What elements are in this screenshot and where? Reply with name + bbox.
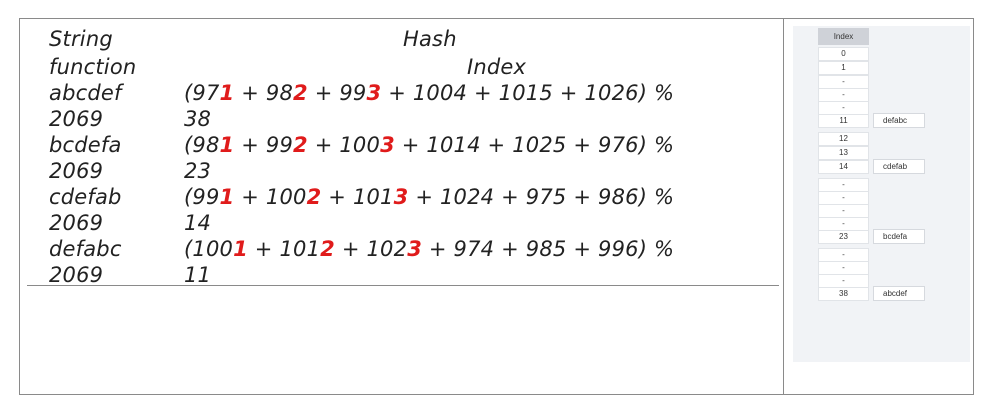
table-index-cell: 13: [818, 146, 869, 160]
term-base: 100: [339, 133, 381, 157]
table-index-cell: -: [818, 248, 869, 262]
term-base: 99: [339, 81, 367, 105]
highlight-digit: 3: [393, 185, 409, 209]
row-2-formula: (991 + 1002 + 1013 + 1024 + 975 + 986) %: [184, 185, 675, 209]
term-base: 1024: [439, 185, 495, 209]
row-2-mod: 2069: [49, 211, 104, 235]
table-index-cell: 23: [818, 230, 869, 244]
table-value-cell: abcdef: [873, 286, 925, 301]
term-base: 101: [352, 185, 394, 209]
highlight-digit: 2: [293, 133, 308, 157]
row-0-mod: 2069: [49, 107, 104, 131]
term-base: 1026: [584, 81, 639, 105]
table-index-cell: 12: [818, 132, 869, 146]
table-index-cell: 11: [818, 114, 869, 128]
term-base: 99: [265, 133, 294, 157]
row-3-index: 11: [184, 263, 212, 287]
highlight-digit: 2: [320, 237, 335, 261]
table-value-cell: cdefab: [873, 159, 925, 174]
term-base: 985: [525, 237, 567, 261]
index-column-header: Index: [818, 28, 869, 45]
highlight-digit: 3: [380, 133, 395, 157]
row-1-formula: (981 + 992 + 1003 + 1014 + 1025 + 976) %: [184, 133, 675, 157]
term-base: 974: [453, 237, 495, 261]
term-base: 1014: [426, 133, 481, 157]
highlight-digit: 2: [306, 185, 322, 209]
table-index-cell: 0: [818, 47, 869, 61]
highlight-digit: 1: [219, 185, 235, 209]
highlight-digit: 3: [407, 237, 422, 261]
term-base: 97: [192, 81, 220, 105]
hash-label: Hash: [403, 27, 457, 51]
term-base: 100: [265, 185, 307, 209]
row-1-mod: 2069: [49, 159, 104, 183]
term-base: 98: [192, 133, 220, 157]
row-1-index: 23: [184, 159, 212, 183]
row-0-string: abcdef: [49, 81, 122, 105]
term-base: 100: [192, 237, 234, 261]
hash-calculation-panel: String Hash function Index abcdef (971 +…: [27, 19, 779, 287]
term-base: 101: [279, 237, 321, 261]
row-2-string: cdefab: [49, 185, 122, 209]
panel-divider: [783, 18, 784, 395]
highlight-digit: 3: [366, 81, 382, 105]
string-label: String: [49, 27, 113, 51]
term-base: 98: [265, 81, 294, 105]
table-value-cell: bcdefa: [873, 229, 925, 244]
table-index-cell: 38: [818, 287, 869, 301]
term-base: 976: [598, 133, 639, 157]
function-label: function: [49, 55, 137, 79]
index-label: Index: [467, 55, 527, 79]
term-base: 102: [366, 237, 408, 261]
row-0-formula: (971 + 982 + 993 + 1004 + 1015 + 1026) %: [184, 81, 675, 105]
table-index-cell: -: [818, 217, 869, 231]
table-index-cell: -: [818, 101, 869, 115]
table-index-cell: 14: [818, 160, 869, 174]
row-1-string: bcdefa: [49, 133, 122, 157]
term-base: 986: [598, 185, 639, 209]
table-index-cell: -: [818, 178, 869, 192]
table-index-cell: -: [818, 75, 869, 89]
term-base: 1015: [498, 81, 553, 105]
highlight-digit: 2: [293, 81, 308, 105]
row-3-formula: (1001 + 1012 + 1023 + 974 + 985 + 996) %: [184, 237, 675, 261]
row-3-mod: 2069: [49, 263, 104, 287]
table-index-cell: -: [818, 261, 869, 275]
highlight-digit: 1: [219, 133, 235, 157]
table-index-cell: 1: [818, 61, 869, 75]
term-base: 1004: [412, 81, 468, 105]
table-index-cell: -: [818, 191, 869, 205]
term-base: 1025: [512, 133, 567, 157]
row-3-string: defabc: [49, 237, 122, 261]
highlight-digit: 1: [219, 81, 235, 105]
table-value-cell: defabc: [873, 113, 925, 128]
table-index-cell: -: [818, 88, 869, 102]
table-index-cell: -: [818, 204, 869, 218]
row-2-index: 14: [184, 211, 212, 235]
term-base: 975: [525, 185, 567, 209]
term-base: 99: [192, 185, 220, 209]
row-0-index: 38: [184, 107, 212, 131]
term-base: 996: [598, 237, 639, 261]
highlight-digit: 1: [233, 237, 248, 261]
table-index-cell: -: [818, 274, 869, 288]
